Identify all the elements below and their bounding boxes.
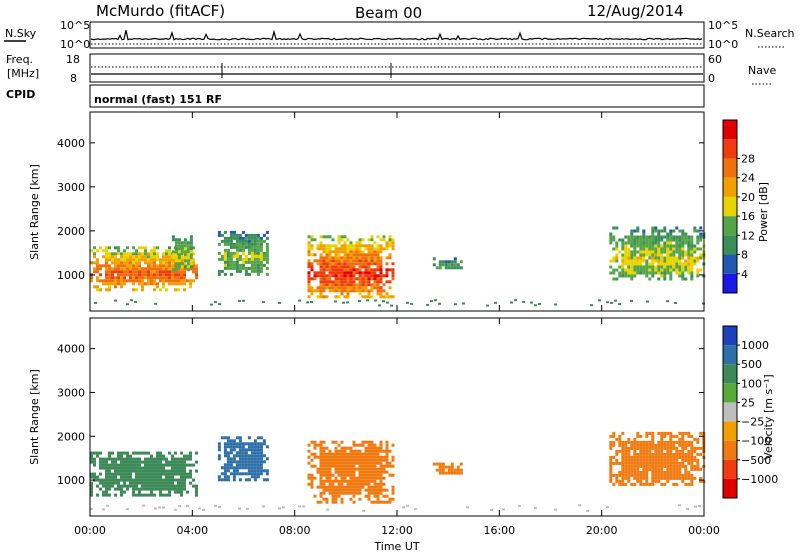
- nave-tick-high: 60: [708, 53, 722, 66]
- colorbar-segment: [723, 139, 737, 159]
- date-label: 12/Aug/2014: [587, 2, 684, 20]
- colorbar-segment: [723, 440, 737, 460]
- colorbar-tick-label: −1000: [741, 473, 778, 486]
- echo-region: [432, 462, 463, 475]
- colorbar-tick-label: −500: [741, 454, 771, 467]
- colorbar-tick-label: −25: [741, 416, 764, 429]
- colorbar-segment: [723, 345, 737, 365]
- colorbar-tick-label: 1000: [741, 339, 769, 352]
- colorbar-segment: [723, 235, 737, 255]
- colorbar-tick-label: 20: [741, 191, 755, 204]
- time-axis-label: Time UT: [373, 540, 419, 553]
- nave-tick-low: 0: [708, 72, 715, 85]
- colorbar-segment: [723, 364, 737, 384]
- y-tick-label: 2000: [57, 225, 85, 238]
- velocity-ylabel: Slant Range [km]: [28, 369, 41, 465]
- colorbar-segment: [723, 421, 737, 441]
- colorbar-tick-label: 100: [741, 377, 762, 390]
- y-tick-label: 3000: [57, 181, 85, 194]
- colorbar-segment: [723, 383, 737, 403]
- y-tick-label: 3000: [57, 386, 85, 399]
- colorbar-segment: [723, 254, 737, 274]
- x-tick-label: 16:00: [483, 524, 515, 537]
- colorbar-tick-label: 16: [741, 210, 755, 223]
- colorbar-tick-label: 8: [741, 249, 748, 262]
- nsearch-tick-low: 10^0: [708, 38, 738, 51]
- colorbar-tick-label: 24: [741, 172, 755, 185]
- colorbar-segment: [723, 177, 737, 197]
- x-tick-label: 20:00: [586, 524, 618, 537]
- freq-panel: Freq. [MHz] 18 8 60 0 Nave: [6, 53, 776, 85]
- x-tick-label: 00:00: [688, 524, 720, 537]
- nsky-panel: N.Sky 10^5 10^0 10^5 10^0 N.Search: [4, 19, 795, 51]
- colorbar-segment: [723, 478, 737, 498]
- freq-label: Freq.: [6, 53, 33, 66]
- x-tick-label: 08:00: [279, 524, 311, 537]
- colorbar-segment: [723, 459, 737, 479]
- velocity-panel: 1000 2000 3000 4000 Slant Range [km] 1000 50…: [28, 317, 778, 517]
- echo-region: [171, 235, 193, 272]
- y-tick-label: 2000: [57, 430, 85, 443]
- nsearch-tick-high: 10^5: [708, 19, 738, 32]
- x-tick-label: 00:00: [74, 524, 106, 537]
- nsky-tick-low: 10^0: [60, 38, 90, 51]
- colorbar-segment: [723, 158, 737, 178]
- colorbar-segment: [723, 216, 737, 236]
- echo-region: [307, 440, 395, 504]
- colorbar-tick-label: 25: [741, 396, 755, 409]
- near-range-scatter: [90, 504, 701, 512]
- power-colorbar-label: Power [dB]: [757, 182, 770, 242]
- y-tick-label: 4000: [57, 343, 85, 356]
- colorbar-segment: [723, 326, 737, 346]
- cpid-label: CPID: [6, 88, 35, 101]
- power-ylabel: Slant Range [km]: [28, 164, 41, 260]
- nsearch-label: N.Search: [745, 27, 795, 40]
- freq-tick-low: 8: [70, 72, 77, 85]
- colorbar-segment: [723, 273, 737, 293]
- echo-region: [217, 230, 269, 276]
- colorbar-tick-label: 500: [741, 358, 762, 371]
- freq-unit-label: [MHz]: [7, 67, 39, 80]
- nsky-tick-high: 10^5: [60, 19, 90, 32]
- power-panel: 1000 2000 3000 4000 Slant Range [km] 4 8 12 16…: [28, 111, 770, 312]
- colorbar-segment: [723, 402, 737, 422]
- beam-label: Beam 00: [355, 4, 422, 22]
- colorbar-tick-label: 28: [741, 152, 755, 165]
- cpid-value: normal (fast) 151 RF: [94, 93, 222, 106]
- y-tick-label: 4000: [57, 137, 85, 150]
- y-tick-label: 1000: [57, 474, 85, 487]
- nsky-trace: [90, 29, 703, 41]
- colorbar-segment: [723, 196, 737, 217]
- echo-region: [609, 226, 706, 281]
- x-tick-label: 12:00: [381, 524, 413, 537]
- y-tick-label: 1000: [57, 269, 85, 282]
- nsky-label: N.Sky: [5, 27, 37, 40]
- echo-region: [307, 235, 395, 299]
- station-title: McMurdo (fitACF): [96, 2, 225, 20]
- colorbar-segment: [723, 120, 737, 140]
- freq-tick-high: 18: [66, 53, 80, 66]
- echo-region: [90, 451, 198, 497]
- near-range-scatter: [94, 299, 705, 307]
- colorbar-tick-label: 12: [741, 229, 755, 242]
- colorbar-tick-label: 4: [741, 268, 748, 281]
- cpid-panel: CPID normal (fast) 151 RF: [6, 84, 705, 108]
- x-tick-label: 04:00: [176, 524, 208, 537]
- nave-label: Nave: [748, 64, 776, 77]
- echo-region: [217, 436, 269, 482]
- echo-region: [432, 257, 463, 270]
- velocity-colorbar-label: Velocity [m s⁻¹]: [762, 374, 775, 459]
- echo-region: [609, 431, 706, 486]
- colorbar-tick-label: −100: [741, 435, 771, 448]
